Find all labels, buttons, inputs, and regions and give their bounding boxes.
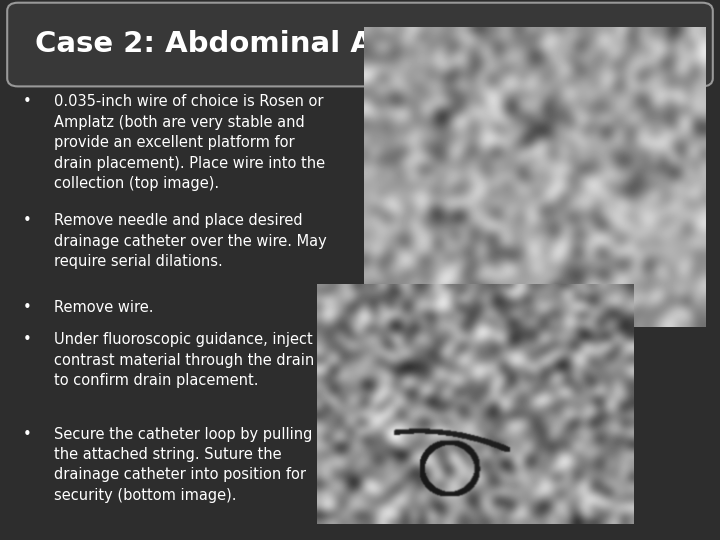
Text: 0.035-inch wire of choice is Rosen or
Amplatz (both are very stable and
provide : 0.035-inch wire of choice is Rosen or Am… [54, 94, 325, 191]
Text: Secure the catheter loop by pulling
the attached string. Suture the
drainage cat: Secure the catheter loop by pulling the … [54, 427, 312, 503]
Text: Case 2: Abdominal Abscess Drainage: Case 2: Abdominal Abscess Drainage [35, 30, 642, 58]
FancyBboxPatch shape [7, 3, 713, 86]
Text: Remove needle and place desired
drainage catheter over the wire. May
require ser: Remove needle and place desired drainage… [54, 213, 327, 269]
Text: •: • [23, 300, 32, 315]
Text: •: • [23, 427, 32, 442]
Text: •: • [23, 332, 32, 347]
Text: •: • [23, 213, 32, 228]
Text: Remove wire.: Remove wire. [54, 300, 153, 315]
Text: Under fluoroscopic guidance, inject
contrast material through the drain
to confi: Under fluoroscopic guidance, inject cont… [54, 332, 314, 388]
Text: •: • [23, 94, 32, 110]
